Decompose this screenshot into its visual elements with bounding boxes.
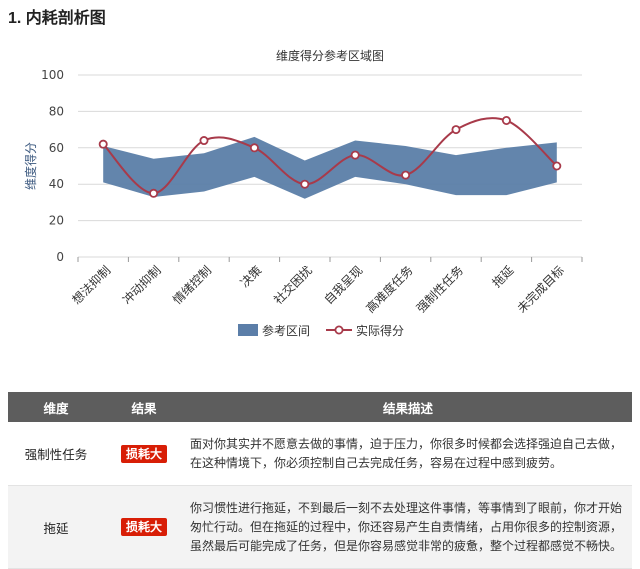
actual-score-point [401, 170, 411, 180]
x-tick-label: 社交困扰 [270, 263, 315, 308]
table-header-row: 维度 结果 结果描述 [8, 392, 632, 422]
y-tick-label: 100 [41, 68, 64, 82]
actual-score-point [350, 150, 360, 160]
row-result-cell: 损耗大 [104, 485, 184, 569]
actual-score-point [98, 139, 108, 149]
legend-label-actual: 实际得分 [356, 323, 404, 338]
chart-title: 维度得分参考区域图 [276, 48, 384, 63]
actual-score-point [149, 188, 159, 198]
x-tick-label: 情绪控制 [170, 263, 214, 307]
y-tick-label: 40 [49, 177, 64, 191]
row-description: 面对你其实并不愿意去做的事情，迫于压力，你很多时候都会选择强迫自己去做，在这种情… [184, 422, 632, 486]
legend-label-range: 参考区间 [262, 323, 310, 338]
header-dimension: 维度 [8, 392, 104, 422]
result-badge: 损耗大 [120, 518, 167, 536]
actual-score-point [501, 116, 511, 126]
result-table: 维度 结果 结果描述 强制性任务 损耗大 面对你其实并不愿意去做的事情，迫于压力… [8, 392, 632, 569]
actual-score-point [552, 161, 562, 171]
reference-range-band [103, 136, 557, 199]
y-tick-label: 0 [56, 250, 64, 264]
row-dimension: 强制性任务 [8, 422, 104, 486]
legend-swatch-range [238, 324, 258, 336]
y-axis-label: 维度得分 [23, 142, 38, 190]
x-tick-label: 冲动抑制 [119, 263, 164, 308]
result-badge: 损耗大 [120, 444, 167, 463]
header-result: 结果 [104, 392, 184, 422]
header-description: 结果描述 [184, 392, 632, 422]
y-tick-label: 60 [49, 141, 64, 155]
table-row: 拖延 损耗大 你习惯性进行拖延，不到最后一刻不去处理这件事情，等事情到了眼前，你… [8, 485, 632, 569]
x-tick-label: 自我呈现 [321, 263, 365, 307]
x-tick-label: 想法抑制 [69, 263, 114, 308]
row-dimension: 拖延 [8, 485, 104, 569]
actual-score-point [300, 179, 310, 189]
section-title: 1. 内耗剖析图 [8, 10, 106, 27]
actual-score-point [249, 143, 259, 153]
x-tick-label: 决策 [238, 263, 265, 290]
y-tick-label: 80 [49, 104, 64, 118]
table-row: 强制性任务 损耗大 面对你其实并不愿意去做的事情，迫于压力，你很多时候都会选择强… [8, 422, 632, 486]
row-result-cell: 损耗大 [104, 422, 184, 486]
row-description: 你习惯性进行拖延，不到最后一刻不去处理这件事情，等事情到了眼前，你才开始匆忙行动… [184, 485, 632, 569]
actual-score-line [102, 117, 558, 195]
legend-marker-actual [334, 325, 344, 335]
actual-score-point [451, 125, 461, 135]
dimension-score-chart: 维度得分参考区域图 0 20 40 60 80 100 维度得分想法抑制 冲动抑制 情绪控制 决策社… [23, 48, 583, 338]
y-tick-label: 20 [49, 214, 64, 228]
x-tick-label: 未完成目标 [514, 263, 567, 316]
x-tick-label: 高难度任务 [363, 263, 416, 316]
x-tick-label: 拖延 [490, 263, 517, 290]
x-tick-label: 强制性任务 [413, 263, 466, 316]
actual-score-point [199, 136, 209, 146]
